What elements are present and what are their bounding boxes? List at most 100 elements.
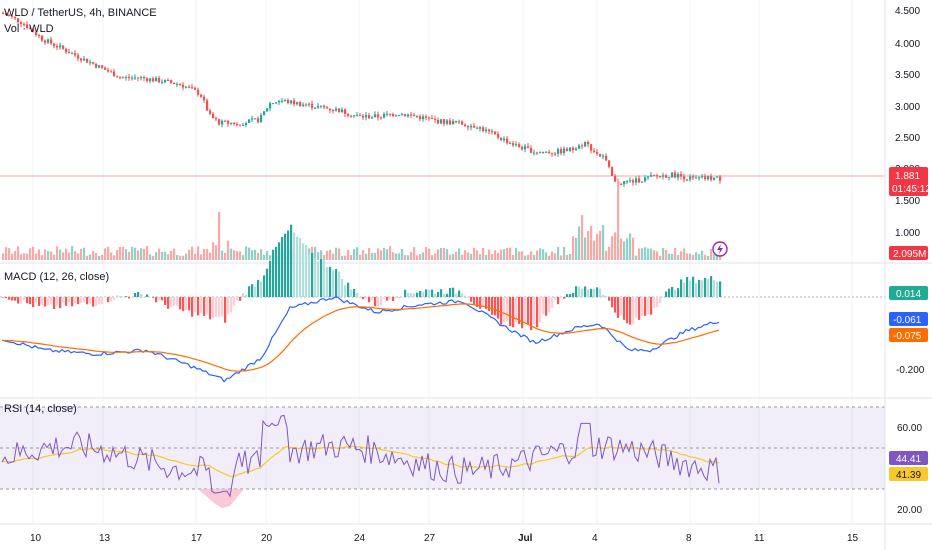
- candle-body: [53, 43, 56, 46]
- macd-histogram-bar: [155, 297, 158, 303]
- macd-histogram-bar: [689, 280, 692, 297]
- volume-bar: [407, 255, 410, 260]
- volume-bar: [713, 254, 716, 260]
- volume-bar: [659, 255, 662, 260]
- macd-histogram-bar: [320, 259, 323, 297]
- candle-body: [485, 129, 488, 132]
- macd-histogram-bar: [503, 297, 506, 323]
- volume-bar: [332, 253, 335, 260]
- macd-histogram-bar: [242, 293, 245, 297]
- macd-histogram-bar: [440, 289, 443, 297]
- candle-body: [89, 62, 92, 64]
- macd-histogram-bar: [263, 275, 266, 297]
- candle-body: [581, 145, 584, 147]
- candle-body: [29, 28, 32, 30]
- price-tick: 3.500: [895, 70, 920, 81]
- volume-bar: [662, 247, 665, 260]
- candle-body: [515, 144, 518, 146]
- volume-bar: [683, 248, 686, 260]
- macd-histogram-bar: [140, 293, 143, 297]
- macd-histogram-bar: [524, 297, 527, 323]
- candle-body: [65, 48, 68, 53]
- volume-bars: [2, 181, 722, 260]
- macd-histogram-bar: [209, 297, 212, 320]
- macd-histogram-bar: [116, 295, 119, 297]
- macd-histogram-bar: [107, 297, 110, 303]
- candle-body: [497, 134, 500, 138]
- candle-body: [398, 115, 401, 117]
- macd-histogram-bar: [482, 297, 485, 307]
- macd-histogram-bar: [275, 246, 278, 297]
- macd-histogram-bar: [650, 297, 653, 315]
- macd-histogram-bar: [638, 297, 641, 320]
- macd-histogram-bar: [542, 297, 545, 315]
- candle-body: [656, 175, 659, 177]
- candle-body: [536, 152, 539, 154]
- volume-bar: [494, 250, 497, 260]
- price-tick: 1.500: [895, 196, 920, 207]
- time-label: 24: [354, 533, 366, 544]
- macd-histogram-bar: [95, 297, 98, 306]
- volume-bar: [698, 254, 701, 260]
- volume-bar: [248, 247, 251, 260]
- macd-histogram-bar: [278, 242, 281, 297]
- volume-bar: [224, 252, 227, 260]
- macd-histogram-bar: [80, 297, 83, 303]
- macd-histogram-bar: [389, 297, 392, 300]
- macd-histogram-bar: [671, 286, 674, 297]
- macd-histogram-bar: [386, 297, 389, 301]
- macd-line: [1, 296, 720, 383]
- volume-bar: [707, 255, 710, 260]
- macd-histogram-bar: [353, 288, 356, 297]
- volume-bar: [602, 225, 605, 260]
- volume-bar: [422, 252, 425, 260]
- time-axis[interactable]: 10 13 17 20 24 27 Jul 4 8 11 15: [30, 533, 859, 544]
- candle-body: [308, 103, 311, 105]
- macd-histogram-bar: [8, 297, 11, 300]
- candle-body: [32, 28, 35, 33]
- macd-histogram-bar: [71, 297, 74, 307]
- volume-bar: [347, 249, 350, 260]
- macd-histogram-bar: [197, 297, 200, 316]
- macd-histogram-bar: [416, 292, 419, 297]
- volume-bar: [569, 254, 572, 260]
- macd-histogram-bar: [656, 297, 659, 308]
- candle-body: [620, 184, 623, 186]
- macd-pane[interactable]: MACD (12, 26, close) -0.200 0.014 -0.061…: [0, 224, 928, 383]
- volume-bar: [701, 250, 704, 260]
- candle-body: [116, 76, 119, 78]
- macd-histogram-bar: [461, 293, 464, 297]
- macd-histogram-bar: [494, 297, 497, 316]
- volume-label: Vol · WLD: [4, 23, 54, 35]
- price-pane[interactable]: WLD / TetherUS, 4h, BINANCE Vol · WLD: [0, 7, 885, 260]
- candle-body: [467, 126, 470, 128]
- volume-bar: [437, 249, 440, 260]
- macd-histogram-bar: [338, 271, 341, 297]
- candle-body: [50, 39, 53, 44]
- candle-body: [125, 76, 128, 78]
- macd-histogram-bar: [254, 286, 257, 297]
- candle-body: [614, 175, 617, 182]
- price-axis[interactable]: 4.500 4.000 3.500 3.000 2.500 2.000 1.50…: [889, 6, 931, 260]
- volume-bar: [197, 246, 200, 260]
- volume-bar: [350, 255, 353, 260]
- candle-body: [248, 119, 251, 123]
- candle-body: [92, 62, 95, 64]
- macd-histogram-bar: [62, 297, 65, 303]
- macd-histogram-bar: [158, 297, 161, 301]
- macd-histogram-bar: [665, 291, 668, 297]
- candle-body: [548, 151, 551, 154]
- macd-histogram-bar: [491, 297, 494, 315]
- macd-histogram-bar: [719, 281, 722, 297]
- candles: [2, 11, 722, 188]
- candle-body: [254, 118, 257, 120]
- signal-line: [2, 303, 720, 372]
- candle-body: [245, 122, 248, 126]
- macd-histogram-bar: [590, 288, 593, 297]
- rsi-pane[interactable]: RSI (14, close) 60.00 20.00 44.41 41.39: [0, 403, 928, 516]
- candle-body: [587, 141, 590, 145]
- flash-icon[interactable]: [712, 241, 728, 257]
- candle-body: [119, 77, 122, 79]
- candle-body: [545, 151, 548, 153]
